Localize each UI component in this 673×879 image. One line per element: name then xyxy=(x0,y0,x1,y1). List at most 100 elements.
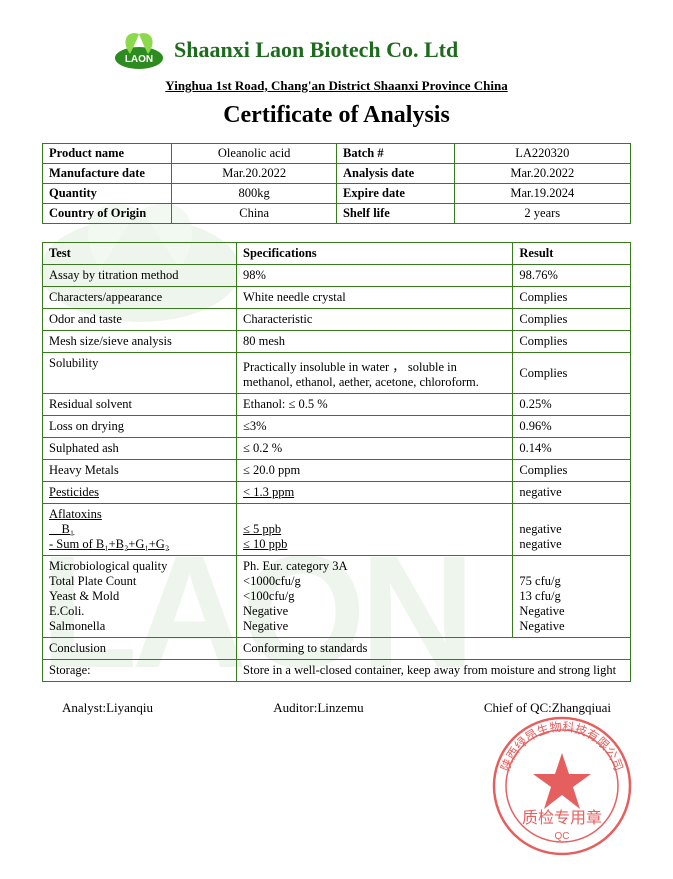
result-line: 75 cfu/g xyxy=(519,574,624,589)
test-result: negative xyxy=(513,482,631,504)
test-spec: 98% xyxy=(237,265,513,287)
company-name: Shaanxi Laon Biotech Co. Ltd xyxy=(174,37,458,63)
test-spec: < 1.3 ppm xyxy=(237,482,513,504)
afla-line: B₁ xyxy=(49,522,230,537)
test-spec: ≤3% xyxy=(237,416,513,438)
micro-title: Microbiological quality xyxy=(49,559,230,574)
table-row: ConclusionConforming to standards xyxy=(43,638,631,660)
micro-line: Yeast & Mold xyxy=(49,589,230,604)
test-spec: Characteristic xyxy=(237,309,513,331)
info-label: Country of Origin xyxy=(43,204,172,224)
col-header: Test xyxy=(43,243,237,265)
test-name: Conclusion xyxy=(43,638,237,660)
info-label: Expire date xyxy=(336,184,454,204)
test-spec: ≤ 20.0 ppm xyxy=(237,460,513,482)
spec-line: ≤ 10 ppb xyxy=(243,537,506,552)
test-name: Assay by titration method xyxy=(43,265,237,287)
svg-text:质检专用章: 质检专用章 xyxy=(522,809,602,827)
table-row: Mesh size/sieve analysis80 meshComplies xyxy=(43,331,631,353)
header: LAON Shaanxi Laon Biotech Co. Ltd xyxy=(112,28,631,72)
result-line: negative xyxy=(519,537,624,552)
test-spec: Store in a well-closed container, keep a… xyxy=(237,660,631,682)
test-result: Complies xyxy=(513,460,631,482)
svg-text:QC: QC xyxy=(555,831,570,842)
test-result: negative negative xyxy=(513,504,631,556)
test-name: Residual solvent xyxy=(43,394,237,416)
test-name: Microbiological quality Total Plate Coun… xyxy=(43,556,237,638)
company-address: Yinghua 1st Road, Chang'an District Shaa… xyxy=(42,78,631,94)
info-value: Mar.19.2024 xyxy=(454,184,630,204)
test-result: Complies xyxy=(513,353,631,394)
info-value: LA220320 xyxy=(454,144,630,164)
test-result: 0.14% xyxy=(513,438,631,460)
table-row: Characters/appearanceWhite needle crysta… xyxy=(43,287,631,309)
afla-title: Aflatoxins xyxy=(49,507,230,522)
test-name: Pesticides xyxy=(43,482,237,504)
info-label: Analysis date xyxy=(336,164,454,184)
sig-label: Chief of QC: xyxy=(484,700,552,715)
page-title: Certificate of Analysis xyxy=(42,102,631,129)
spec-line: ≤ 5 ppb xyxy=(243,522,506,537)
auditor-sig: Auditor:Linzemu xyxy=(273,700,363,716)
result-line: Negative xyxy=(519,619,624,634)
spec-line: <1000cfu/g xyxy=(243,574,506,589)
test-name: Heavy Metals xyxy=(43,460,237,482)
info-label: Product name xyxy=(43,144,172,164)
table-row: Aflatoxins B₁ - Sum of B₁+B₂+G₁+G₂ ≤ 5 p… xyxy=(43,504,631,556)
info-value: 800kg xyxy=(172,184,337,204)
test-name: Loss on drying xyxy=(43,416,237,438)
test-result: Complies xyxy=(513,309,631,331)
table-row: Sulphated ash≤ 0.2 %0.14% xyxy=(43,438,631,460)
info-label: Manufacture date xyxy=(43,164,172,184)
company-logo-icon: LAON xyxy=(112,28,166,72)
test-result: 0.25% xyxy=(513,394,631,416)
table-row: Microbiological quality Total Plate Coun… xyxy=(43,556,631,638)
micro-line: Total Plate Count xyxy=(49,574,230,589)
sig-label: Analyst: xyxy=(62,700,106,715)
info-value: 2 years xyxy=(454,204,630,224)
analyst-sig: Analyst:Liyanqiu xyxy=(62,700,153,716)
info-label: Batch # xyxy=(336,144,454,164)
test-result: 75 cfu/g 13 cfu/g Negative Negative xyxy=(513,556,631,638)
info-value: Oleanolic acid xyxy=(172,144,337,164)
table-row: Heavy Metals≤ 20.0 ppmComplies xyxy=(43,460,631,482)
signatures: Analyst:Liyanqiu Auditor:Linzemu Chief o… xyxy=(42,700,631,716)
spec-line: Ph. Eur. category 3A xyxy=(243,559,506,574)
result-line: negative xyxy=(519,522,624,537)
spec-line: Negative xyxy=(243,604,506,619)
test-result: Complies xyxy=(513,287,631,309)
info-value: China xyxy=(172,204,337,224)
table-row: Storage:Store in a well-closed container… xyxy=(43,660,631,682)
sig-label: Auditor: xyxy=(273,700,317,715)
micro-line: E.Coli. xyxy=(49,604,230,619)
info-label: Shelf life xyxy=(336,204,454,224)
result-line: 13 cfu/g xyxy=(519,589,624,604)
table-row: Residual solventEthanol: ≤ 0.5 %0.25% xyxy=(43,394,631,416)
test-name: Mesh size/sieve analysis xyxy=(43,331,237,353)
test-result: 0.96% xyxy=(513,416,631,438)
test-spec: ≤ 0.2 % xyxy=(237,438,513,460)
test-name: Characters/appearance xyxy=(43,287,237,309)
svg-text:LAON: LAON xyxy=(125,54,153,65)
test-spec: Practically insoluble in water ， soluble… xyxy=(237,353,513,394)
test-spec: Conforming to standards xyxy=(237,638,631,660)
tests-table: Test Specifications Result Assay by titr… xyxy=(42,242,631,682)
test-spec: Ph. Eur. category 3A <1000cfu/g <100cfu/… xyxy=(237,556,513,638)
table-row: SolubilityPractically insoluble in water… xyxy=(43,353,631,394)
sig-name: Zhangqiuai xyxy=(552,700,611,715)
test-result: Complies xyxy=(513,331,631,353)
test-name: Sulphated ash xyxy=(43,438,237,460)
table-row: Pesticides< 1.3 ppmnegative xyxy=(43,482,631,504)
table-row: Loss on drying≤3%0.96% xyxy=(43,416,631,438)
test-spec: White needle crystal xyxy=(237,287,513,309)
test-name: Aflatoxins B₁ - Sum of B₁+B₂+G₁+G₂ xyxy=(43,504,237,556)
test-name: Solubility xyxy=(43,353,237,394)
spec-line: Negative xyxy=(243,619,506,634)
info-value: Mar.20.2022 xyxy=(454,164,630,184)
info-label: Quantity xyxy=(43,184,172,204)
info-value: Mar.20.2022 xyxy=(172,164,337,184)
test-spec: ≤ 5 ppb ≤ 10 ppb xyxy=(237,504,513,556)
col-header: Result xyxy=(513,243,631,265)
test-spec: 80 mesh xyxy=(237,331,513,353)
result-line: Negative xyxy=(519,604,624,619)
